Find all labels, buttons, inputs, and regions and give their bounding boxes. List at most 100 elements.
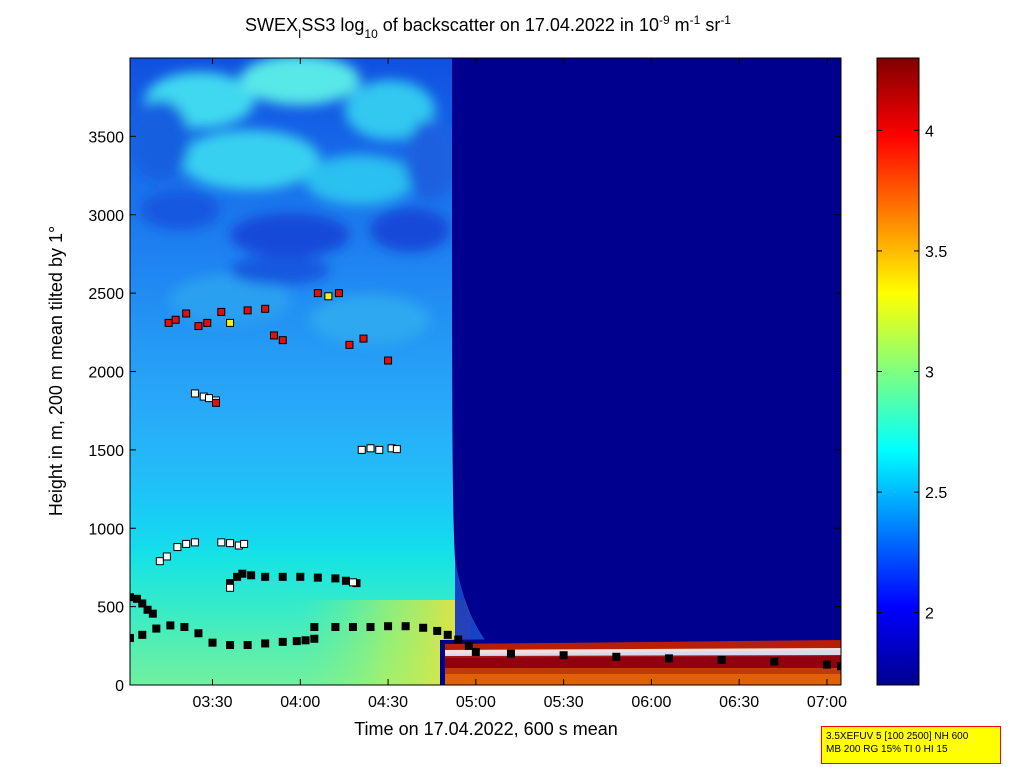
detection-marker-black xyxy=(443,630,452,639)
detection-marker-black xyxy=(243,641,252,650)
detection-marker-black xyxy=(419,623,428,632)
detection-marker-black xyxy=(822,660,831,669)
y-axis: 0 500 1000 1500 2000 2500 3000 3500 xyxy=(88,129,841,695)
x-tick-label: 06:00 xyxy=(631,694,671,711)
y-tick-label: 3500 xyxy=(88,129,124,146)
x-tick-label: 04:30 xyxy=(368,694,408,711)
colorbar-ticks: 2 2.5 3 3.5 4 xyxy=(877,123,947,623)
detection-marker-red xyxy=(334,289,343,298)
detection-marker-white xyxy=(162,552,171,561)
detection-marker-white xyxy=(173,543,182,552)
chart-title: SWEXISS3 log10 of backscatter on 17.04.2… xyxy=(245,13,731,41)
detection-marker-white xyxy=(217,538,226,547)
x-tick-label: 07:00 xyxy=(807,694,847,711)
x-tick-label: 05:30 xyxy=(544,694,584,711)
detection-marker-black xyxy=(292,637,301,646)
x-axis-label: Time on 17.04.2022, 600 s mean xyxy=(354,719,618,739)
detection-marker-black xyxy=(261,572,270,581)
detection-marker-black xyxy=(247,571,256,580)
x-axis: 03:30 04:00 04:30 05:00 05:30 06:00 06:30 07:00 xyxy=(192,58,847,711)
svg-text:SWEXISS3 log10 of backscatter: SWEXISS3 log10 of backscatter on 17.04.2… xyxy=(245,13,731,41)
detection-marker-red xyxy=(194,322,203,331)
detection-marker-black xyxy=(837,662,841,671)
detection-marker-black xyxy=(166,621,175,630)
colorbar-tick-label: 2.5 xyxy=(925,485,947,502)
detection-marker-white xyxy=(182,539,191,548)
detection-marker-red xyxy=(171,315,180,324)
colorbar-tick-label: 2 xyxy=(925,606,934,623)
detection-marker-red xyxy=(217,307,226,316)
detection-marker-black xyxy=(226,641,235,650)
detection-marker-red xyxy=(313,289,322,298)
x-tick-label: 04:00 xyxy=(280,694,320,711)
colorbar-tick-label: 3 xyxy=(925,365,934,382)
detection-marker-red xyxy=(243,306,252,315)
detection-marker-black xyxy=(296,572,305,581)
cloud-texture xyxy=(130,58,455,345)
detection-marker-red xyxy=(164,318,173,327)
colorbar-tick-label: 4 xyxy=(925,123,934,140)
detection-marker-white xyxy=(240,539,249,548)
detection-marker-red xyxy=(212,398,221,407)
detection-marker-black xyxy=(148,609,157,618)
detection-marker-black xyxy=(208,638,217,647)
y-tick-label: 0 xyxy=(115,678,124,695)
detection-marker-black xyxy=(401,622,410,631)
detection-marker-black xyxy=(331,623,340,632)
y-tick-label: 2500 xyxy=(88,286,124,303)
detection-marker-black xyxy=(138,599,147,608)
detection-marker-black xyxy=(612,652,621,661)
y-tick-label: 500 xyxy=(97,600,124,617)
colorbar-gradient xyxy=(876,57,920,686)
detection-marker-black xyxy=(261,639,270,648)
detection-marker-black xyxy=(310,623,319,632)
detection-marker-white xyxy=(375,445,384,454)
y-tick-label: 2000 xyxy=(88,365,124,382)
detection-marker-black xyxy=(559,651,568,660)
detection-marker-white xyxy=(226,539,235,548)
y-tick-label: 1500 xyxy=(88,443,124,460)
detection-marker-red xyxy=(345,340,354,349)
detection-marker-black xyxy=(384,622,393,631)
x-tick-label: 03:30 xyxy=(192,694,232,711)
detection-marker-black xyxy=(138,630,147,639)
detection-marker-red xyxy=(261,304,270,313)
x-tick-label: 06:30 xyxy=(719,694,759,711)
detection-marker-white xyxy=(366,444,375,453)
detection-marker-red xyxy=(384,356,393,365)
heatmap-plot-area xyxy=(130,58,841,685)
detection-marker-red xyxy=(278,336,287,345)
detection-marker-black xyxy=(506,649,515,658)
detection-marker-black xyxy=(770,657,779,666)
detection-marker-black xyxy=(278,637,287,646)
detection-marker-black xyxy=(331,574,340,583)
detection-marker-black xyxy=(238,569,247,578)
detection-marker-black xyxy=(464,641,473,650)
x-tick-label: 05:00 xyxy=(456,694,496,711)
detection-marker-black xyxy=(180,623,189,632)
detection-marker-black xyxy=(717,655,726,664)
detection-marker-white xyxy=(190,538,199,547)
detection-marker-red xyxy=(203,318,212,327)
detection-marker-red xyxy=(359,334,368,343)
colorbar-tick-label: 3.5 xyxy=(925,244,947,261)
detection-marker-black xyxy=(130,633,134,642)
info-box: 3.5XEFUV 5 [100 2500] NH 600 MB 200 RG 1… xyxy=(821,726,1001,764)
detection-marker-white xyxy=(392,445,401,454)
detection-marker-red xyxy=(269,331,278,340)
detection-marker-black xyxy=(433,626,442,635)
detection-marker-black xyxy=(454,635,463,644)
detection-markers xyxy=(130,289,841,671)
detection-marker-white xyxy=(155,557,164,566)
detection-marker-white xyxy=(190,389,199,398)
detection-marker-black xyxy=(366,623,375,632)
info-line-2: MB 200 RG 15% TI 0 HI 15 xyxy=(826,744,948,755)
detection-marker-white xyxy=(348,578,357,587)
detection-marker-black xyxy=(301,636,310,645)
detection-marker-black xyxy=(471,648,480,657)
detection-marker-yellow xyxy=(226,318,235,327)
detection-marker-black xyxy=(194,629,203,638)
detection-marker-white xyxy=(357,445,366,454)
detection-marker-white xyxy=(226,583,235,592)
